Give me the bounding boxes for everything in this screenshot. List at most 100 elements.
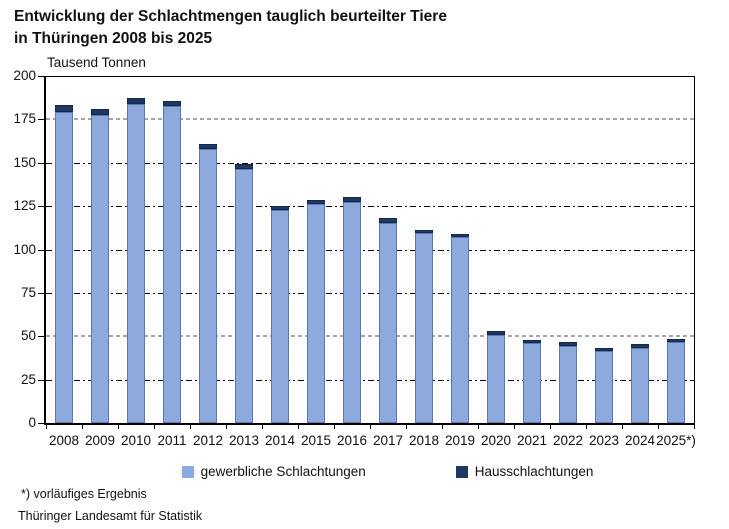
bar-segment [667, 338, 685, 343]
x-axis-category-label: 2024 [624, 433, 656, 448]
y-axis-tick [38, 336, 44, 338]
bar-segment [55, 111, 73, 423]
bar-segment [559, 342, 577, 346]
x-axis-tick [658, 425, 659, 429]
x-axis-category-label: 2009 [84, 433, 116, 448]
x-axis-category-label: 2010 [120, 433, 152, 448]
bar-segment [451, 237, 469, 423]
x-axis-category-label: 2016 [336, 433, 368, 448]
y-axis-tick-label: 100 [13, 241, 36, 257]
x-axis-tick [622, 425, 623, 429]
x-axis-category-label: 2011 [157, 433, 187, 448]
x-axis-tick [118, 425, 119, 429]
bar-segment [631, 344, 649, 348]
bar-segment [415, 229, 433, 234]
x-axis-category-label: 2012 [192, 433, 224, 448]
bar-segment [343, 201, 361, 423]
gridline-125 [46, 206, 694, 208]
y-axis-tick [38, 249, 44, 251]
gridline-25 [46, 379, 694, 381]
bar-segment [199, 143, 217, 149]
x-axis-tick [190, 425, 191, 429]
x-axis-tick [694, 425, 695, 429]
x-axis-category-label: 2008 [48, 433, 80, 448]
x-axis-category-label: 2013 [228, 433, 260, 448]
y-axis-tick-label: 25 [20, 371, 36, 387]
bar-segment [127, 97, 145, 104]
legend-swatch-icon [455, 465, 468, 478]
bar-segment [163, 106, 181, 423]
x-axis-tick [406, 425, 407, 429]
x-axis-category-label: 2023 [588, 433, 620, 448]
bar-segment [487, 331, 505, 335]
bar-segment [271, 206, 289, 211]
y-axis-line [44, 76, 46, 425]
bar-segment [595, 350, 613, 423]
legend-label: Hausschlachtungen [474, 464, 594, 479]
gridline-100 [46, 249, 694, 251]
y-axis-tick-label: 125 [13, 198, 36, 214]
bar-segment [415, 233, 433, 423]
bar-segment [451, 233, 469, 238]
gridline-175 [46, 118, 694, 121]
gridline-150 [46, 162, 694, 164]
footnote-preliminary-result: *) vorläufiges Ergebnis [21, 487, 147, 501]
y-axis-tick-label: 175 [13, 111, 36, 127]
bar-segment [91, 115, 109, 423]
x-axis-tick [550, 425, 551, 429]
bar-segment [343, 197, 361, 202]
bar-segment [595, 347, 613, 351]
x-axis-tick [370, 425, 371, 429]
y-axis-tick [38, 423, 44, 424]
legend-label: gewerbliche Schlachtungen [200, 464, 366, 479]
bar-segment [523, 343, 541, 423]
x-axis-tick [46, 425, 47, 429]
bar-segment [667, 342, 685, 423]
bar-segment [307, 200, 325, 205]
y-axis-tick-label: 200 [13, 68, 36, 83]
y-axis-tick-label: 150 [13, 154, 36, 170]
y-axis-tick [38, 76, 44, 77]
x-axis-tick [334, 425, 335, 429]
x-axis-tick [262, 425, 263, 429]
bar-segment [379, 218, 397, 223]
bar-segment [523, 339, 541, 344]
legend-item: gewerbliche Schlachtungen [181, 464, 366, 479]
y-axis-tick-label: 75 [20, 284, 36, 300]
chart-legend: gewerbliche Schlachtungen Hausschlachtung… [0, 464, 729, 479]
x-axis-tick [226, 425, 227, 429]
chart-plot-area [46, 76, 695, 424]
x-axis-category-label: 2020 [480, 433, 512, 448]
x-axis-tick [586, 425, 587, 429]
x-axis-category-label: 2025*) [656, 433, 696, 448]
bar-segment [163, 101, 181, 107]
x-axis-tick [478, 425, 479, 429]
bar-segment [91, 108, 109, 116]
x-axis-tick [442, 425, 443, 429]
bar-segment [199, 148, 217, 423]
footnote-source: Thüringer Landesamt für Statistik [18, 509, 203, 523]
chart-title-line1: Entwicklung der Schlachtmengen tauglich … [14, 8, 447, 25]
chart-title-line2: in Thüringen 2008 bis 2025 [14, 30, 213, 47]
y-axis-tick [38, 162, 44, 164]
bar-segment [559, 345, 577, 423]
bar-segment [487, 334, 505, 423]
y-axis-tick [38, 206, 44, 208]
x-axis-tick [82, 425, 83, 429]
y-axis-tick [38, 119, 44, 121]
x-axis-tick [514, 425, 515, 429]
x-axis-tick [298, 425, 299, 429]
x-axis-category-label: 2014 [264, 433, 296, 448]
bar-segment [271, 210, 289, 423]
x-axis-category-label: 2019 [444, 433, 476, 448]
x-axis-category-label: 2018 [408, 433, 440, 448]
x-axis-category-label: 2015 [300, 433, 332, 448]
x-axis-category-label: 2022 [552, 433, 584, 448]
bar-segment [235, 168, 253, 423]
y-axis-tick [38, 292, 44, 294]
x-axis-category-label: 2021 [516, 433, 548, 448]
bar-segment [631, 347, 649, 423]
y-axis-tick [38, 379, 44, 381]
legend-swatch-icon [181, 465, 194, 478]
